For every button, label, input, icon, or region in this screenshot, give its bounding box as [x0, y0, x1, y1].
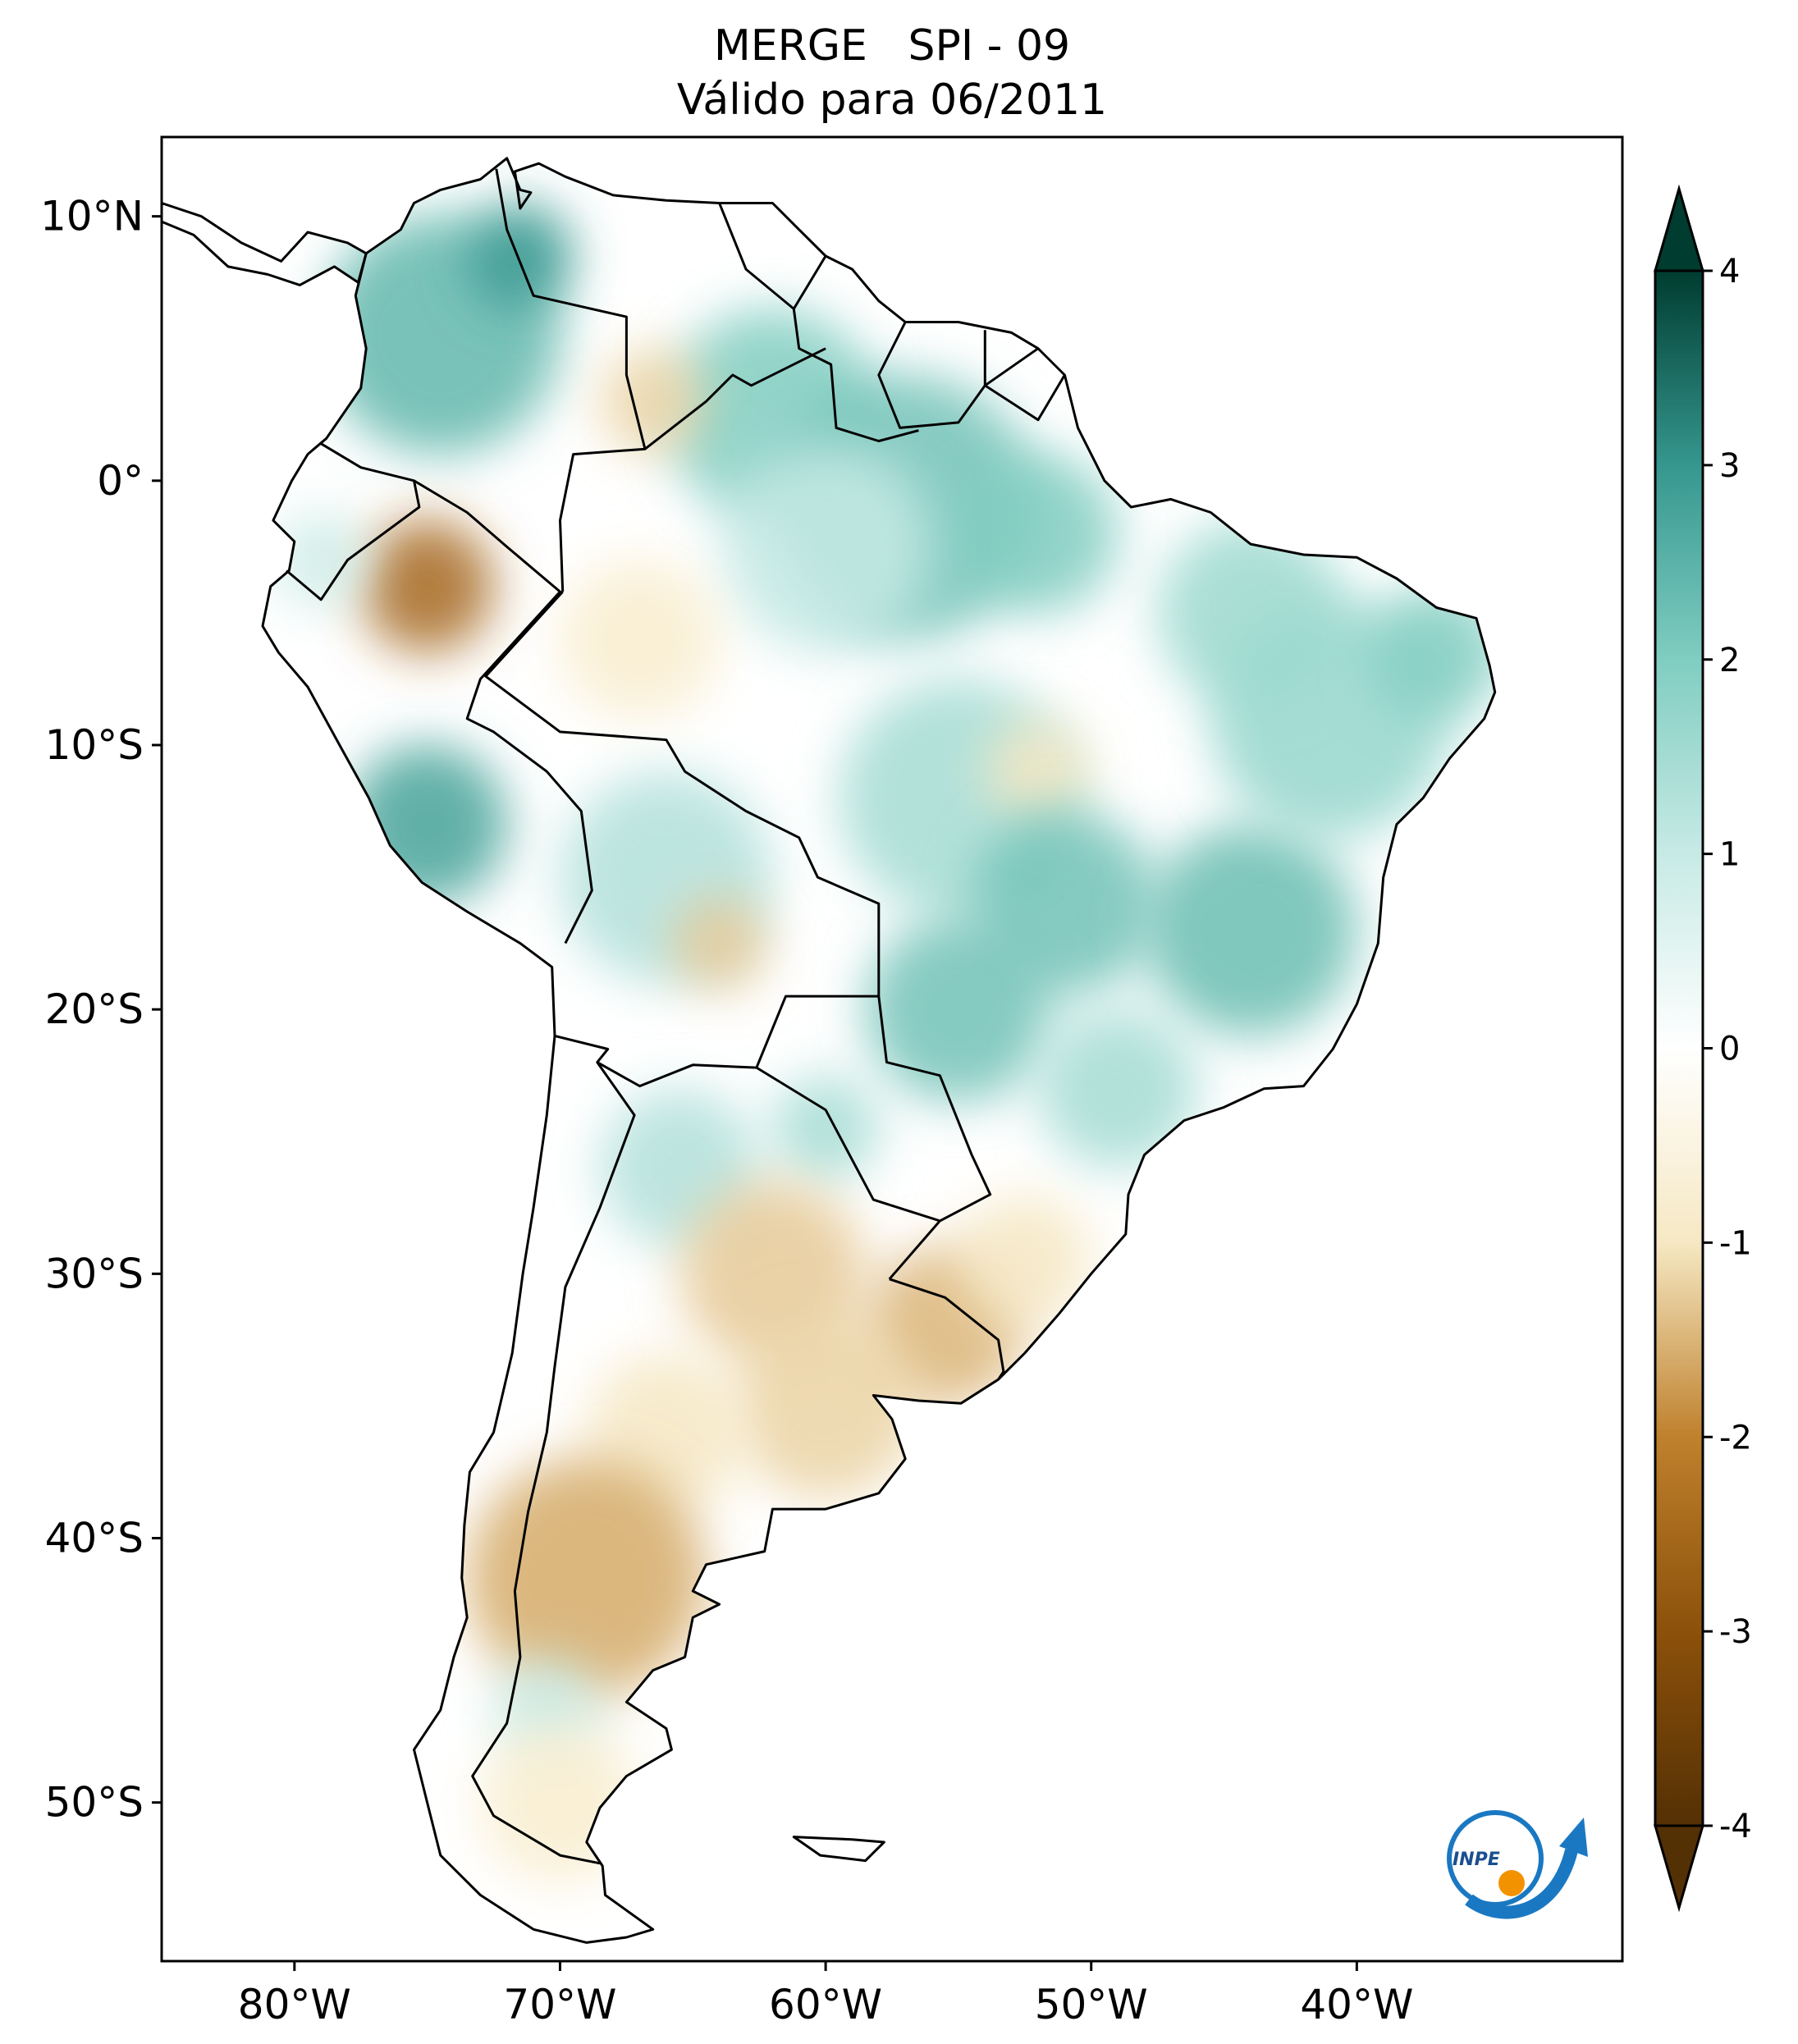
colorbar-tick-label: -3: [1719, 1613, 1752, 1651]
country-borders: [160, 157, 1497, 1944]
longitude-axis: 80°W 70°W 60°W 50°W 40°W: [238, 1961, 1413, 2028]
central-america-coast: [160, 202, 368, 286]
border-line-10: [983, 347, 1066, 422]
lon-tick-label: 60°W: [769, 1981, 882, 2028]
spi-anomaly-15: [865, 916, 1052, 1103]
border-line-4: [597, 995, 879, 1088]
spi-anomaly-7: [600, 348, 707, 455]
lat-tick-label: 40°S: [45, 1515, 144, 1562]
map-title: MERGE SPI - 09: [713, 21, 1071, 71]
map-area: [160, 135, 1624, 1963]
logo-ring: [1447, 1810, 1544, 1907]
border-line-7: [889, 1278, 1005, 1381]
lat-tick-label: 10°N: [40, 193, 144, 240]
inpe-logo: INPE: [1447, 1810, 1588, 1919]
colorbar-gradient: [1655, 271, 1703, 1826]
spi-anomaly-5: [719, 440, 932, 653]
colorbar-tick-label: -4: [1719, 1808, 1752, 1845]
coastline: [261, 157, 1497, 1944]
border-line-6: [471, 1034, 636, 1865]
lat-tick-label: 30°S: [45, 1250, 144, 1297]
colorbar-tick-label: 0: [1719, 1031, 1740, 1068]
spi-anomaly-6: [360, 519, 494, 653]
colorbar-max-extension: [1654, 184, 1704, 272]
spi-anomaly-11: [671, 895, 767, 991]
border-line-11: [718, 202, 795, 310]
spi-anomaly-28: [467, 1458, 707, 1698]
lon-tick-label: 50°W: [1035, 1981, 1148, 2028]
spi-anomaly-8: [560, 560, 720, 720]
spi-anomaly-21: [772, 1075, 879, 1182]
logo-dot: [1498, 1870, 1525, 1896]
colorbar-tick-label: -2: [1719, 1419, 1752, 1456]
border-line-5: [756, 1066, 940, 1223]
spi-anomaly-13: [985, 718, 1091, 825]
latitude-axis: 10°N 0° 10°S 20°S 30°S 40°S 50°S: [40, 193, 162, 1827]
lat-tick-label: 10°S: [45, 721, 144, 769]
lon-tick-label: 80°W: [238, 1981, 351, 2028]
colorbar: 4 3 2 1 0 -1 -2 -3 -4: [1654, 184, 1752, 1913]
spi-anomaly-31: [272, 512, 369, 608]
colorbar-tick-label: 1: [1719, 836, 1740, 874]
colorbar-min-extension: [1654, 1824, 1704, 1913]
lat-tick-label: 0°: [97, 457, 144, 505]
lon-tick-label: 40°W: [1300, 1981, 1413, 2028]
colorbar-tick-label: 4: [1719, 253, 1740, 290]
colorbar-tick-label: 3: [1719, 447, 1740, 485]
border-line-9: [877, 321, 986, 429]
map-frame: [160, 135, 1624, 1963]
spi-anomaly-25: [958, 1194, 1091, 1328]
border-line-1: [286, 442, 421, 601]
falklands-coast: [792, 1836, 885, 1863]
lon-tick-label: 70°W: [503, 1981, 616, 2028]
spi-anomaly-1: [467, 203, 574, 309]
border-line-2: [413, 479, 593, 944]
map-subtitle: Válido para 06/2011: [676, 75, 1108, 125]
spi-anomaly-26: [732, 1313, 919, 1499]
border-line-0: [495, 168, 647, 592]
spi-anomaly-18: [1157, 519, 1344, 706]
logo-swoosh: [1465, 1848, 1578, 1919]
spi-anomaly-19: [1370, 586, 1495, 720]
spi-anomaly-20: [1038, 1008, 1198, 1168]
border-line-3: [484, 591, 992, 1280]
colorbar-tick-label: 2: [1719, 642, 1740, 679]
logo-text: INPE: [1453, 1850, 1500, 1870]
spi-anomaly-16: [1144, 824, 1357, 1036]
border-line-12: [644, 347, 826, 450]
lat-tick-label: 50°S: [45, 1779, 144, 1827]
spi-anomaly-4: [958, 454, 1119, 614]
lat-tick-label: 20°S: [45, 985, 144, 1033]
logo-arrow-icon: [1559, 1818, 1588, 1857]
colorbar-tick-label: -1: [1719, 1224, 1752, 1262]
